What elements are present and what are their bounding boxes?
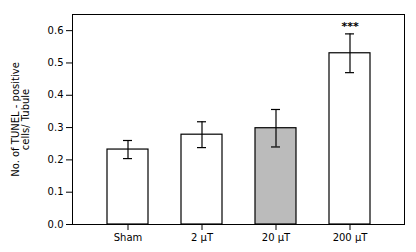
svg-text:20 μT: 20 μT	[262, 232, 291, 243]
svg-text:0.1: 0.1	[48, 186, 64, 197]
svg-text:0.2: 0.2	[48, 154, 64, 165]
svg-text:0.3: 0.3	[48, 122, 64, 133]
svg-text:2 μT: 2 μT	[191, 232, 214, 243]
svg-text:0.4: 0.4	[48, 89, 64, 100]
svg-text:0.5: 0.5	[48, 57, 64, 68]
svg-text:No. of TUNEL - positivecells/: No. of TUNEL - positivecells/ Tubule	[10, 62, 31, 177]
svg-text:0.6: 0.6	[48, 25, 64, 36]
svg-text:Sham: Sham	[114, 232, 143, 243]
svg-text:0.0: 0.0	[48, 219, 64, 230]
svg-text:***: ***	[341, 20, 359, 33]
svg-text:200 μT: 200 μT	[333, 232, 369, 243]
